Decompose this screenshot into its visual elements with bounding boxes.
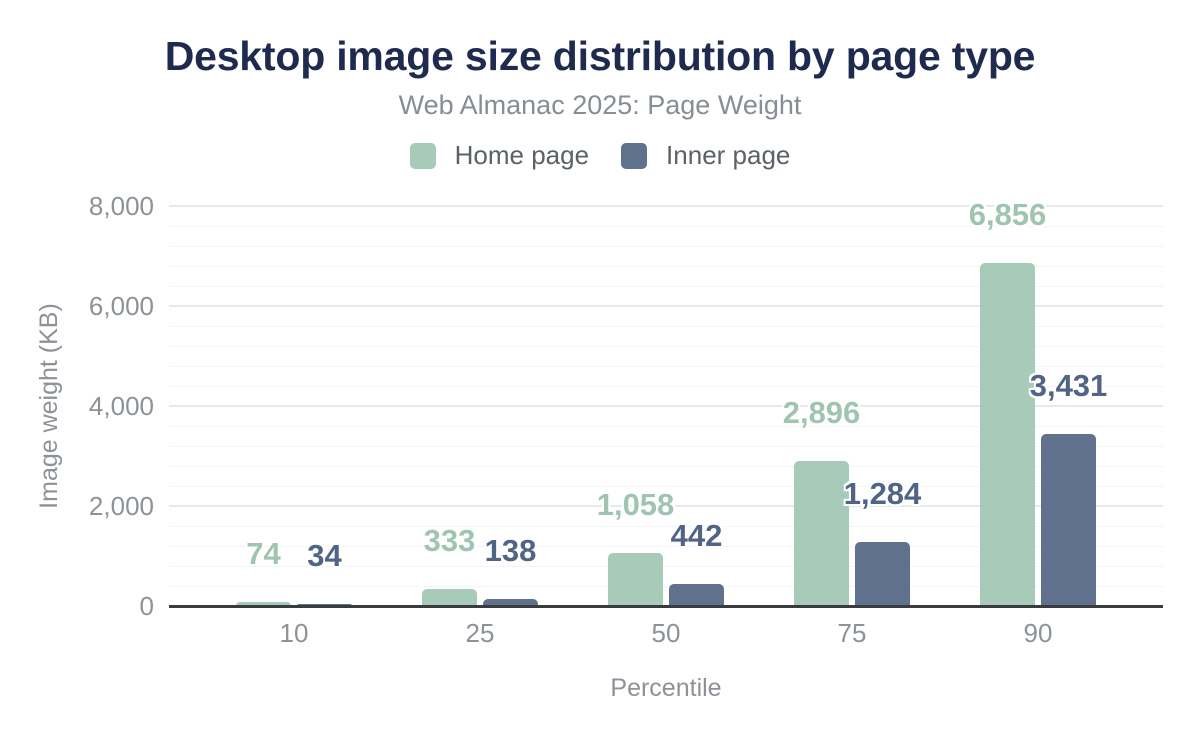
bar-value-label: 1,058 xyxy=(596,487,675,523)
x-tick-label: 25 xyxy=(465,618,495,648)
x-axis-line xyxy=(169,604,1163,608)
bar-inner-page xyxy=(1041,434,1096,606)
inner-page-swatch-icon xyxy=(621,142,648,169)
bar-value-label: 1,284 xyxy=(843,475,922,511)
x-tick-label: 75 xyxy=(837,618,867,648)
minor-gridline xyxy=(169,485,1163,487)
chart-title: Desktop image size distribution by page … xyxy=(164,33,1036,79)
legend-label-home-page: Home page xyxy=(454,140,590,170)
minor-gridline xyxy=(169,545,1163,547)
minor-gridline xyxy=(169,325,1163,327)
minor-gridline xyxy=(169,365,1163,367)
x-axis-title: Percentile xyxy=(610,674,722,702)
plot-area: 0 2,000 4,000 6,000 8,000 10 74 34 25 333 138 50 1,0… xyxy=(89,192,1163,647)
minor-gridline xyxy=(169,465,1163,467)
bar-home-page xyxy=(980,263,1035,606)
legend-item-home-page: Home page xyxy=(409,140,590,171)
bar-inner-page xyxy=(855,541,910,606)
x-tick-label: 90 xyxy=(1023,618,1053,648)
x-tick-label: 10 xyxy=(279,618,309,648)
bar-value-label: 442 xyxy=(670,517,723,553)
minor-gridline xyxy=(169,245,1163,247)
bar-value-label: 2,896 xyxy=(782,395,861,431)
bar-inner-page xyxy=(669,583,724,606)
major-gridline xyxy=(169,305,1163,307)
chart-subtitle: Web Almanac 2025: Page Weight xyxy=(398,90,802,120)
bar-value-label: 6,856 xyxy=(968,197,1047,233)
bar-home-page xyxy=(794,461,849,606)
minor-gridline xyxy=(169,585,1163,587)
minor-gridline xyxy=(169,345,1163,347)
major-gridline xyxy=(169,205,1163,207)
bar-value-label: 34 xyxy=(307,538,342,574)
minor-gridline xyxy=(169,525,1163,527)
y-tick-label: 6,000 xyxy=(88,291,154,321)
minor-gridline xyxy=(169,565,1163,567)
minor-gridline xyxy=(169,445,1163,447)
x-tick-label: 50 xyxy=(651,618,681,648)
bar-value-label: 3,431 xyxy=(1029,368,1108,404)
minor-gridline xyxy=(169,265,1163,267)
minor-gridline xyxy=(169,225,1163,227)
y-tick-label: 0 xyxy=(139,591,154,621)
y-tick-label: 2,000 xyxy=(88,491,154,521)
legend-item-inner-page: Inner page xyxy=(621,140,790,171)
bar-value-label: 138 xyxy=(484,533,537,569)
home-page-swatch-icon xyxy=(409,142,436,169)
minor-gridline xyxy=(169,285,1163,287)
bar-inner-page xyxy=(483,599,538,606)
bar-value-label: 333 xyxy=(423,523,476,559)
bar-home-page xyxy=(422,589,477,606)
bar-home-page xyxy=(608,553,663,606)
major-gridline xyxy=(169,405,1163,407)
minor-gridline xyxy=(169,385,1163,387)
y-tick-label: 4,000 xyxy=(88,391,154,421)
chart-legend: Home page Inner page xyxy=(0,140,1200,171)
major-gridline xyxy=(169,505,1163,507)
minor-gridline xyxy=(169,425,1163,427)
legend-label-inner-page: Inner page xyxy=(666,140,791,170)
y-tick-label: 8,000 xyxy=(88,191,154,221)
bar-value-label: 74 xyxy=(246,536,281,572)
bar-home-page xyxy=(236,602,291,606)
